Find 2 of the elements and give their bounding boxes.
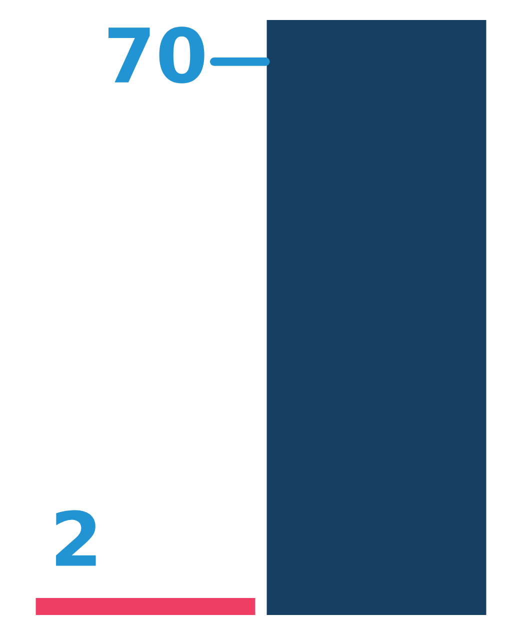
data-label: 70 [108,26,204,84]
data-label: 2 [56,510,96,566]
